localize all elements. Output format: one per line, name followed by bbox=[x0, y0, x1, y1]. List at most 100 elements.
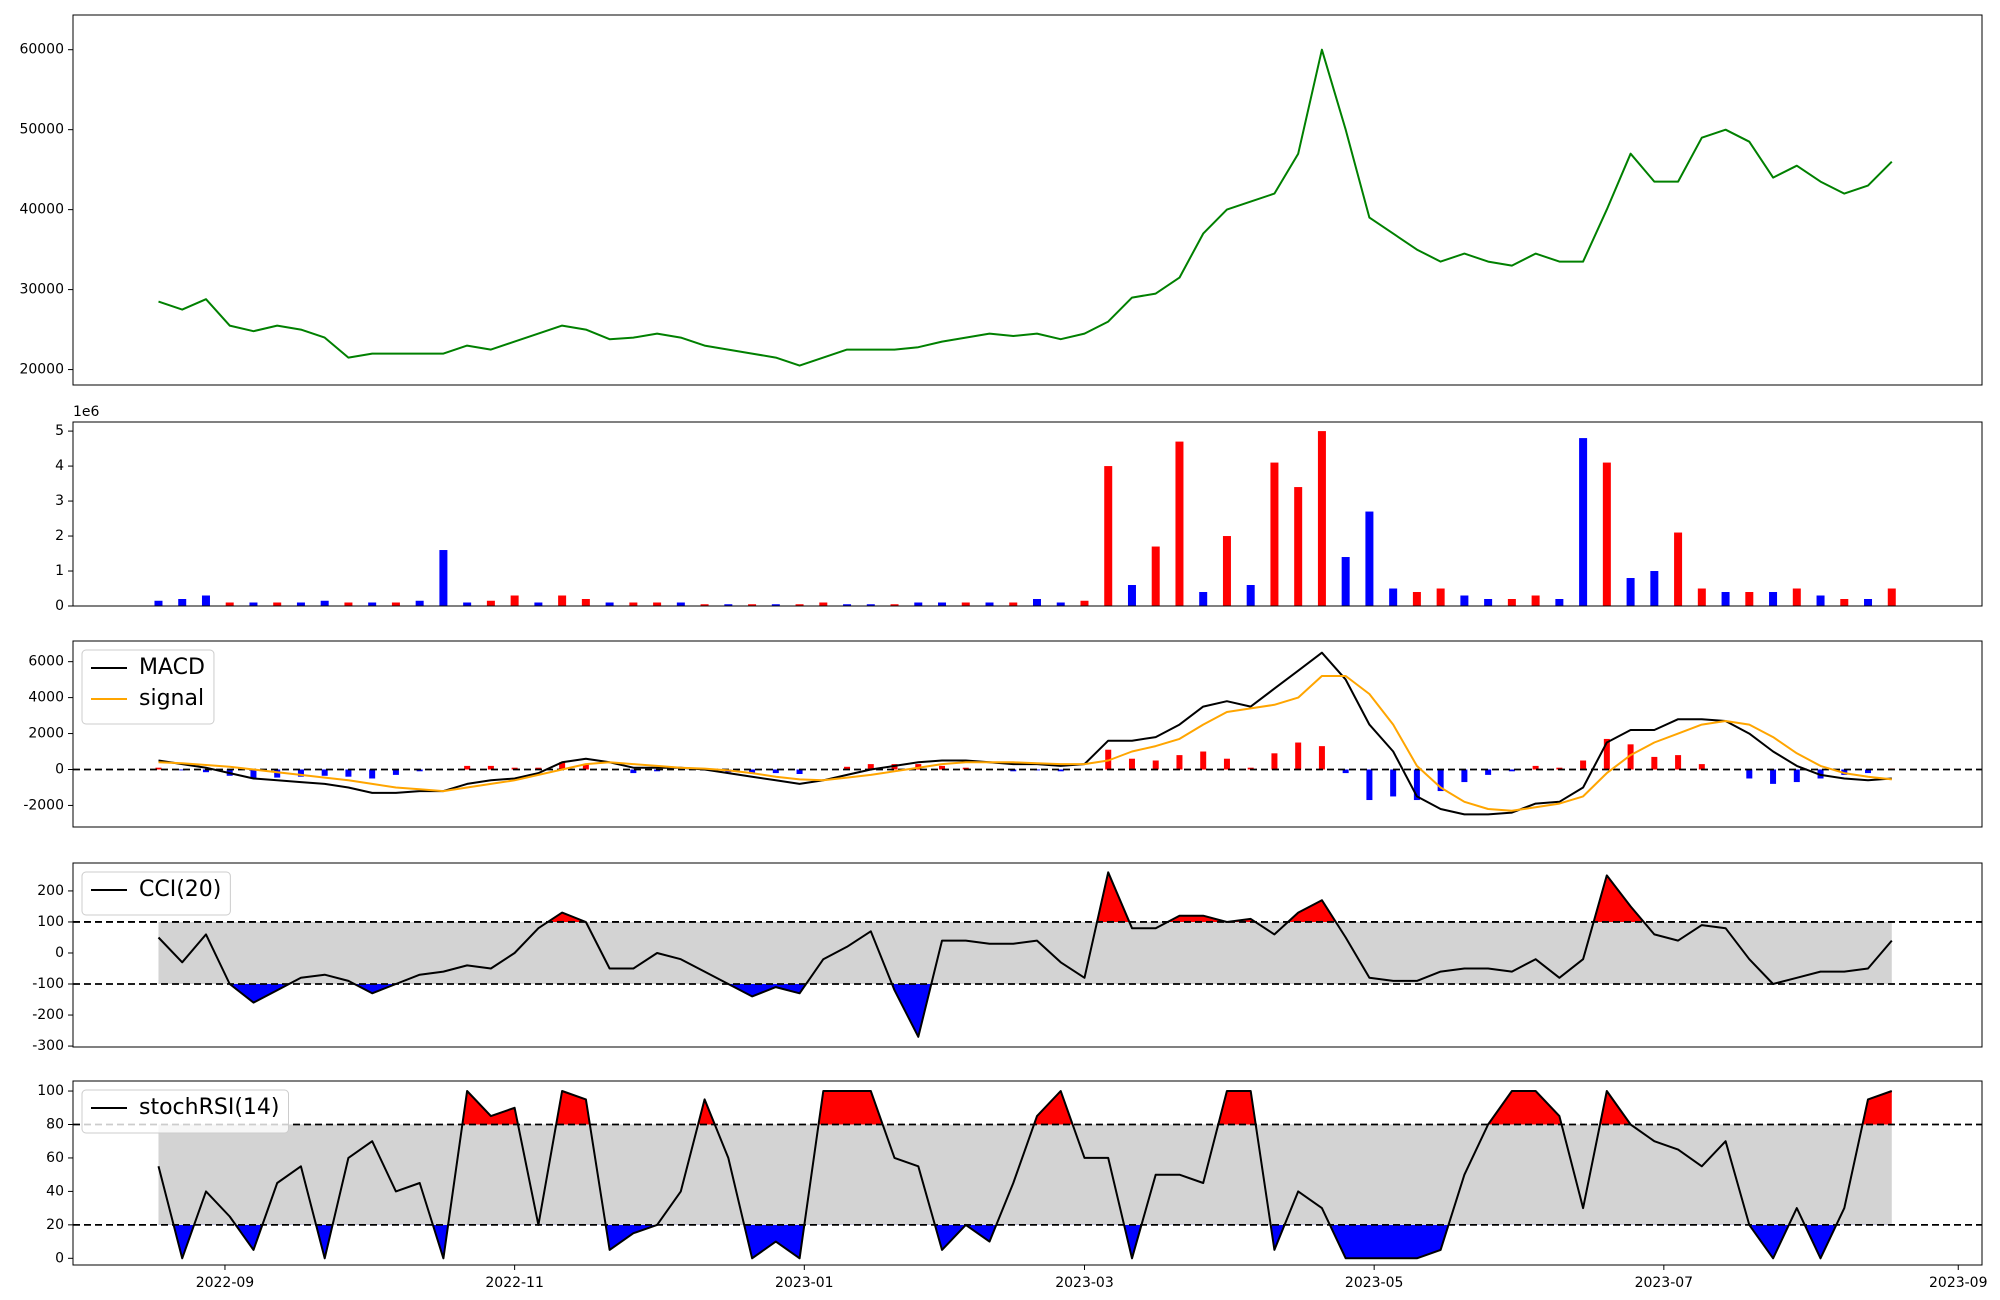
volume-bar bbox=[1104, 466, 1113, 606]
y-tick-label: 20000 bbox=[19, 362, 64, 378]
histogram-bar bbox=[1485, 769, 1492, 775]
volume-bar bbox=[629, 602, 638, 606]
volume-bar bbox=[201, 595, 210, 606]
histogram-bar bbox=[392, 769, 399, 775]
neutral-band bbox=[158, 1124, 1892, 1225]
y-tick-label: 40000 bbox=[19, 202, 64, 218]
legend-box bbox=[81, 1089, 289, 1134]
volume-bar bbox=[320, 600, 329, 606]
histogram-bar bbox=[1223, 758, 1230, 770]
y-tick-label: 30000 bbox=[19, 282, 64, 298]
volume-bar bbox=[1697, 588, 1706, 606]
data-line bbox=[158, 48, 1893, 367]
volume-bar bbox=[1294, 487, 1303, 606]
histogram-bar bbox=[772, 769, 779, 774]
volume-bar bbox=[1246, 585, 1255, 606]
data-line bbox=[157, 1090, 1893, 1260]
x-tick-label: 2023-01 bbox=[775, 1275, 834, 1291]
volume-bar bbox=[486, 600, 495, 606]
data-line bbox=[157, 871, 1893, 1038]
volume-bar bbox=[700, 604, 709, 606]
volume-bar bbox=[771, 604, 780, 606]
histogram-bar bbox=[1746, 769, 1753, 779]
y-tick-label: 100 bbox=[37, 1083, 64, 1099]
x-tick-label: 2023-09 bbox=[1929, 1275, 1988, 1291]
volume-bar bbox=[1341, 557, 1350, 606]
volume-bar bbox=[1436, 588, 1445, 606]
volume-bar bbox=[1864, 599, 1873, 606]
panel: -2000 0 2000 4000 6000 MACD signal bbox=[23, 640, 1983, 828]
axis-offset-label: 1e6 bbox=[73, 404, 100, 420]
volume-bar bbox=[795, 604, 804, 606]
volume-bar bbox=[510, 595, 519, 606]
axes-frame bbox=[72, 14, 1983, 386]
volume-bar bbox=[1840, 599, 1849, 606]
volume-bar bbox=[1484, 599, 1493, 606]
legend-label: signal bbox=[139, 686, 204, 711]
volume-bar bbox=[1365, 511, 1374, 606]
volume-bar bbox=[1579, 438, 1588, 606]
volume-bar bbox=[1769, 592, 1778, 606]
histogram-bar bbox=[345, 769, 352, 777]
histogram-bar bbox=[202, 769, 209, 773]
panel: -300 -200 -100 0 100 200 CCI(20) bbox=[32, 862, 1983, 1054]
volume-bar bbox=[724, 604, 733, 606]
histogram-bar bbox=[1580, 760, 1587, 770]
histogram-bar bbox=[1461, 769, 1468, 783]
volume-bar bbox=[938, 602, 947, 606]
y-tick-label: 60 bbox=[46, 1150, 64, 1166]
volume-bar bbox=[178, 599, 187, 606]
y-tick-label: 80 bbox=[46, 1116, 64, 1132]
y-tick-label: 5 bbox=[55, 423, 64, 439]
volume-bar bbox=[415, 600, 424, 606]
histogram-bar bbox=[749, 769, 756, 774]
panel: 20000 30000 40000 50000 60000 bbox=[19, 14, 1983, 386]
histogram-bar bbox=[274, 769, 281, 778]
y-tick-label: 20 bbox=[46, 1217, 64, 1233]
y-tick-label: 1 bbox=[55, 563, 64, 579]
y-tick-label: 40 bbox=[46, 1183, 64, 1199]
histogram-bar bbox=[1390, 769, 1397, 797]
y-tick-label: 0 bbox=[55, 598, 64, 614]
histogram-bar bbox=[844, 766, 851, 770]
y-tick-label: 2000 bbox=[28, 726, 64, 742]
volume-bar bbox=[1792, 588, 1801, 606]
volume-bar bbox=[866, 604, 875, 606]
volume-bar bbox=[1222, 536, 1231, 606]
volume-bar bbox=[1816, 595, 1825, 606]
volume-bar bbox=[1602, 462, 1611, 606]
volume-bar bbox=[1389, 588, 1398, 606]
y-tick-label: 0 bbox=[55, 945, 64, 961]
histogram-bar bbox=[487, 765, 494, 770]
histogram-bar bbox=[1508, 769, 1515, 772]
volume-bar bbox=[463, 602, 472, 606]
volume-bar bbox=[1626, 578, 1635, 606]
histogram-bar bbox=[297, 769, 304, 777]
volume-bar bbox=[558, 595, 567, 606]
volume-bar bbox=[391, 602, 400, 606]
volume-bar bbox=[344, 602, 353, 606]
volume-bar bbox=[1674, 532, 1683, 606]
histogram-bar bbox=[1128, 758, 1135, 770]
y-tick-label: 60000 bbox=[19, 42, 64, 58]
histogram-bar bbox=[1200, 751, 1207, 770]
histogram-bar bbox=[1057, 769, 1064, 772]
legend-label: MACD bbox=[139, 655, 205, 680]
volume-bar bbox=[1009, 602, 1018, 606]
volume-bar bbox=[748, 604, 757, 606]
volume-bar bbox=[534, 602, 543, 606]
histogram-bar bbox=[796, 769, 803, 774]
histogram-bar bbox=[1437, 769, 1444, 792]
axes-frame bbox=[72, 421, 1983, 607]
panel: 0 1 2 3 4 5 1e6 bbox=[55, 404, 1983, 614]
panel: 0 20 40 60 80 100 2022-09 2022-11 2023-01 2023-03… bbox=[37, 1080, 1988, 1291]
x-tick-label: 2022-09 bbox=[196, 1275, 255, 1291]
histogram-bar bbox=[369, 769, 376, 779]
volume-bar bbox=[1270, 462, 1279, 606]
volume-bar bbox=[1317, 431, 1326, 606]
y-tick-label: -2000 bbox=[23, 797, 64, 813]
histogram-bar bbox=[1793, 769, 1800, 783]
volume-bar bbox=[1032, 599, 1041, 606]
volume-bar bbox=[296, 602, 305, 606]
